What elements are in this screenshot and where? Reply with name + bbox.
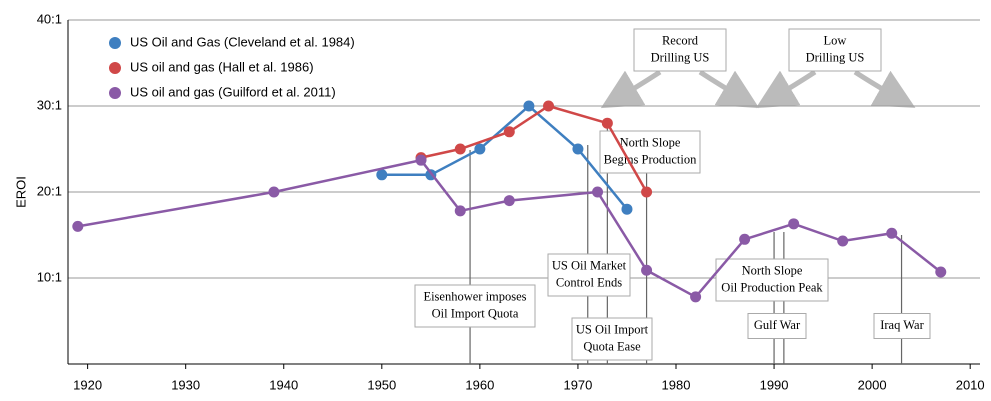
- annotation-text: US Oil Market: [552, 258, 627, 272]
- data-point: [739, 233, 751, 245]
- data-point: [690, 291, 702, 303]
- x-tick-label: 2010: [956, 377, 985, 392]
- legend-marker: [109, 37, 121, 49]
- annotation-box: [547, 253, 631, 297]
- series-line: [420, 104, 648, 193]
- annotation-text: US Oil Import: [576, 322, 649, 336]
- data-point: [837, 235, 849, 247]
- annotation-box: [715, 258, 829, 302]
- y-axis-label: EROI: [13, 176, 28, 208]
- data-point: [572, 143, 584, 155]
- legend-label: US oil and gas (Hall et al. 1986): [130, 59, 314, 74]
- annotation-box: [571, 317, 653, 361]
- x-tick-label: 1990: [760, 377, 789, 392]
- data-point: [641, 264, 653, 276]
- drilling-arrows: [600, 69, 916, 109]
- y-tick-label: 10:1: [37, 269, 62, 284]
- data-point: [641, 186, 653, 198]
- y-tick-label: 40:1: [37, 11, 62, 26]
- data-point: [474, 143, 486, 155]
- data-point: [454, 143, 466, 155]
- data-point: [376, 169, 388, 181]
- data-point: [886, 227, 898, 239]
- annotation-box: [873, 313, 931, 339]
- annotation-text: Gulf War: [754, 318, 801, 332]
- data-point: [621, 203, 633, 215]
- annotation-text: Oil Production Peak: [721, 280, 823, 294]
- x-tick-label: 1940: [269, 377, 298, 392]
- annotation-box: [788, 28, 882, 72]
- y-tick-label: 30:1: [37, 97, 62, 112]
- data-point: [601, 117, 613, 129]
- data-point: [503, 195, 515, 207]
- data-point: [454, 205, 466, 217]
- annotation-text: Iraq War: [880, 318, 924, 332]
- data-point: [788, 218, 800, 230]
- annotation-box: [414, 284, 536, 328]
- series-line: [381, 104, 628, 210]
- annotations: Record Drilling US Low Drilling US North Slo…: [414, 28, 931, 364]
- data-point: [592, 186, 604, 198]
- x-tick-label: 1930: [171, 377, 200, 392]
- data-point: [415, 154, 427, 166]
- annotation-text: Begins Production: [604, 152, 697, 166]
- annotation-text: North Slope: [742, 263, 803, 277]
- legend-marker: [109, 62, 121, 74]
- data-point: [935, 266, 947, 278]
- annotation-box: [747, 313, 807, 339]
- annotation-text: Drilling US: [651, 50, 710, 64]
- x-tick-label: 1980: [662, 377, 691, 392]
- annotation-text: Drilling US: [806, 50, 865, 64]
- y-tick-label: 20:1: [37, 183, 62, 198]
- x-tick-label: 1970: [563, 377, 592, 392]
- data-point: [523, 100, 535, 112]
- annotation-text: Eisenhower imposes: [423, 289, 526, 303]
- annotation-text: Control Ends: [556, 275, 622, 289]
- legend-label: US Oil and Gas (Cleveland et al. 1984): [130, 34, 355, 49]
- legend-marker: [109, 87, 121, 99]
- x-tick-label: 1950: [367, 377, 396, 392]
- annotation-box: [633, 28, 727, 72]
- x-tick-label: 1960: [465, 377, 494, 392]
- annotation-text: Low: [824, 33, 847, 47]
- x-tick-label: 2000: [858, 377, 887, 392]
- data-point: [503, 126, 515, 138]
- data-point: [543, 100, 555, 112]
- annotation-text: Oil Import Quota: [432, 306, 519, 320]
- data-point: [268, 186, 280, 198]
- data-point: [72, 220, 84, 232]
- annotation-text: North Slope: [620, 135, 681, 149]
- legend-label: US oil and gas (Guilford et al. 2011): [130, 84, 336, 99]
- annotation-text: Quota Ease: [583, 339, 641, 353]
- annotation-text: Record: [662, 33, 699, 47]
- x-tick-label: 1920: [73, 377, 102, 392]
